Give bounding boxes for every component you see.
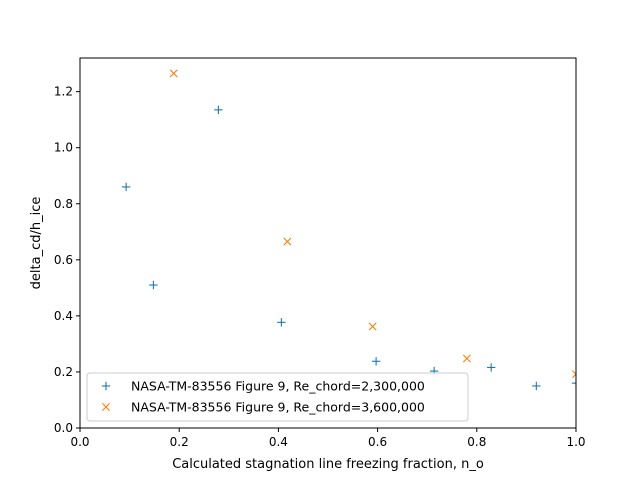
y-tick-label: 0.6 bbox=[54, 253, 73, 267]
data-point bbox=[462, 354, 471, 363]
data-point bbox=[277, 318, 286, 327]
legend-label-1: NASA-TM-83556 Figure 9, Re_chord=2,300,0… bbox=[131, 379, 425, 394]
y-axis-ticks: 0.0 0.2 0.4 0.6 0.8 1.0 1.2 bbox=[54, 85, 80, 435]
series-1 bbox=[121, 105, 576, 391]
x-tick-label: 1.0 bbox=[566, 435, 585, 449]
x-axis-label: Calculated stagnation line freezing frac… bbox=[172, 457, 484, 472]
y-tick-label: 0.2 bbox=[54, 365, 73, 379]
x-tick-label: 0.0 bbox=[70, 435, 89, 449]
data-markers bbox=[121, 69, 576, 391]
data-point bbox=[169, 69, 178, 78]
data-point bbox=[486, 363, 496, 372]
y-tick-label: 0.4 bbox=[54, 309, 73, 323]
plot-frame bbox=[79, 57, 577, 429]
data-point bbox=[149, 280, 158, 290]
y-axis-label: delta_cd/h_ice bbox=[29, 197, 44, 290]
plot-area bbox=[80, 58, 576, 428]
data-point bbox=[572, 370, 576, 379]
legend-marker-2 bbox=[102, 403, 110, 411]
data-point bbox=[214, 105, 223, 115]
data-point bbox=[283, 237, 292, 246]
x-tick-label: 0.4 bbox=[269, 435, 288, 449]
x-axis-ticks: 0.0 0.2 0.4 0.6 0.8 1.0 bbox=[70, 428, 586, 449]
y-tick-label: 1.2 bbox=[54, 85, 73, 99]
legend-marker-1 bbox=[101, 381, 111, 391]
legend-label-2: NASA-TM-83556 Figure 9, Re_chord=3,600,0… bbox=[131, 400, 425, 415]
legend-box bbox=[86, 372, 469, 422]
y-tick-label: 0.8 bbox=[54, 197, 73, 211]
x-tick-label: 0.8 bbox=[467, 435, 486, 449]
y-tick-label: 0.0 bbox=[54, 421, 73, 435]
y-tick-label: 1.0 bbox=[54, 141, 73, 155]
legend: NASA-TM-83556 Figure 9, Re_chord=2,300,0… bbox=[86, 372, 469, 422]
x-tick-label: 0.6 bbox=[368, 435, 387, 449]
series-2 bbox=[169, 69, 576, 379]
legend-items: NASA-TM-83556 Figure 9, Re_chord=2,300,0… bbox=[101, 379, 425, 415]
data-point bbox=[532, 381, 541, 391]
data-point bbox=[121, 182, 131, 192]
data-point bbox=[371, 357, 381, 366]
data-point bbox=[368, 322, 377, 331]
x-tick-label: 0.2 bbox=[170, 435, 189, 449]
data-point bbox=[571, 378, 576, 388]
